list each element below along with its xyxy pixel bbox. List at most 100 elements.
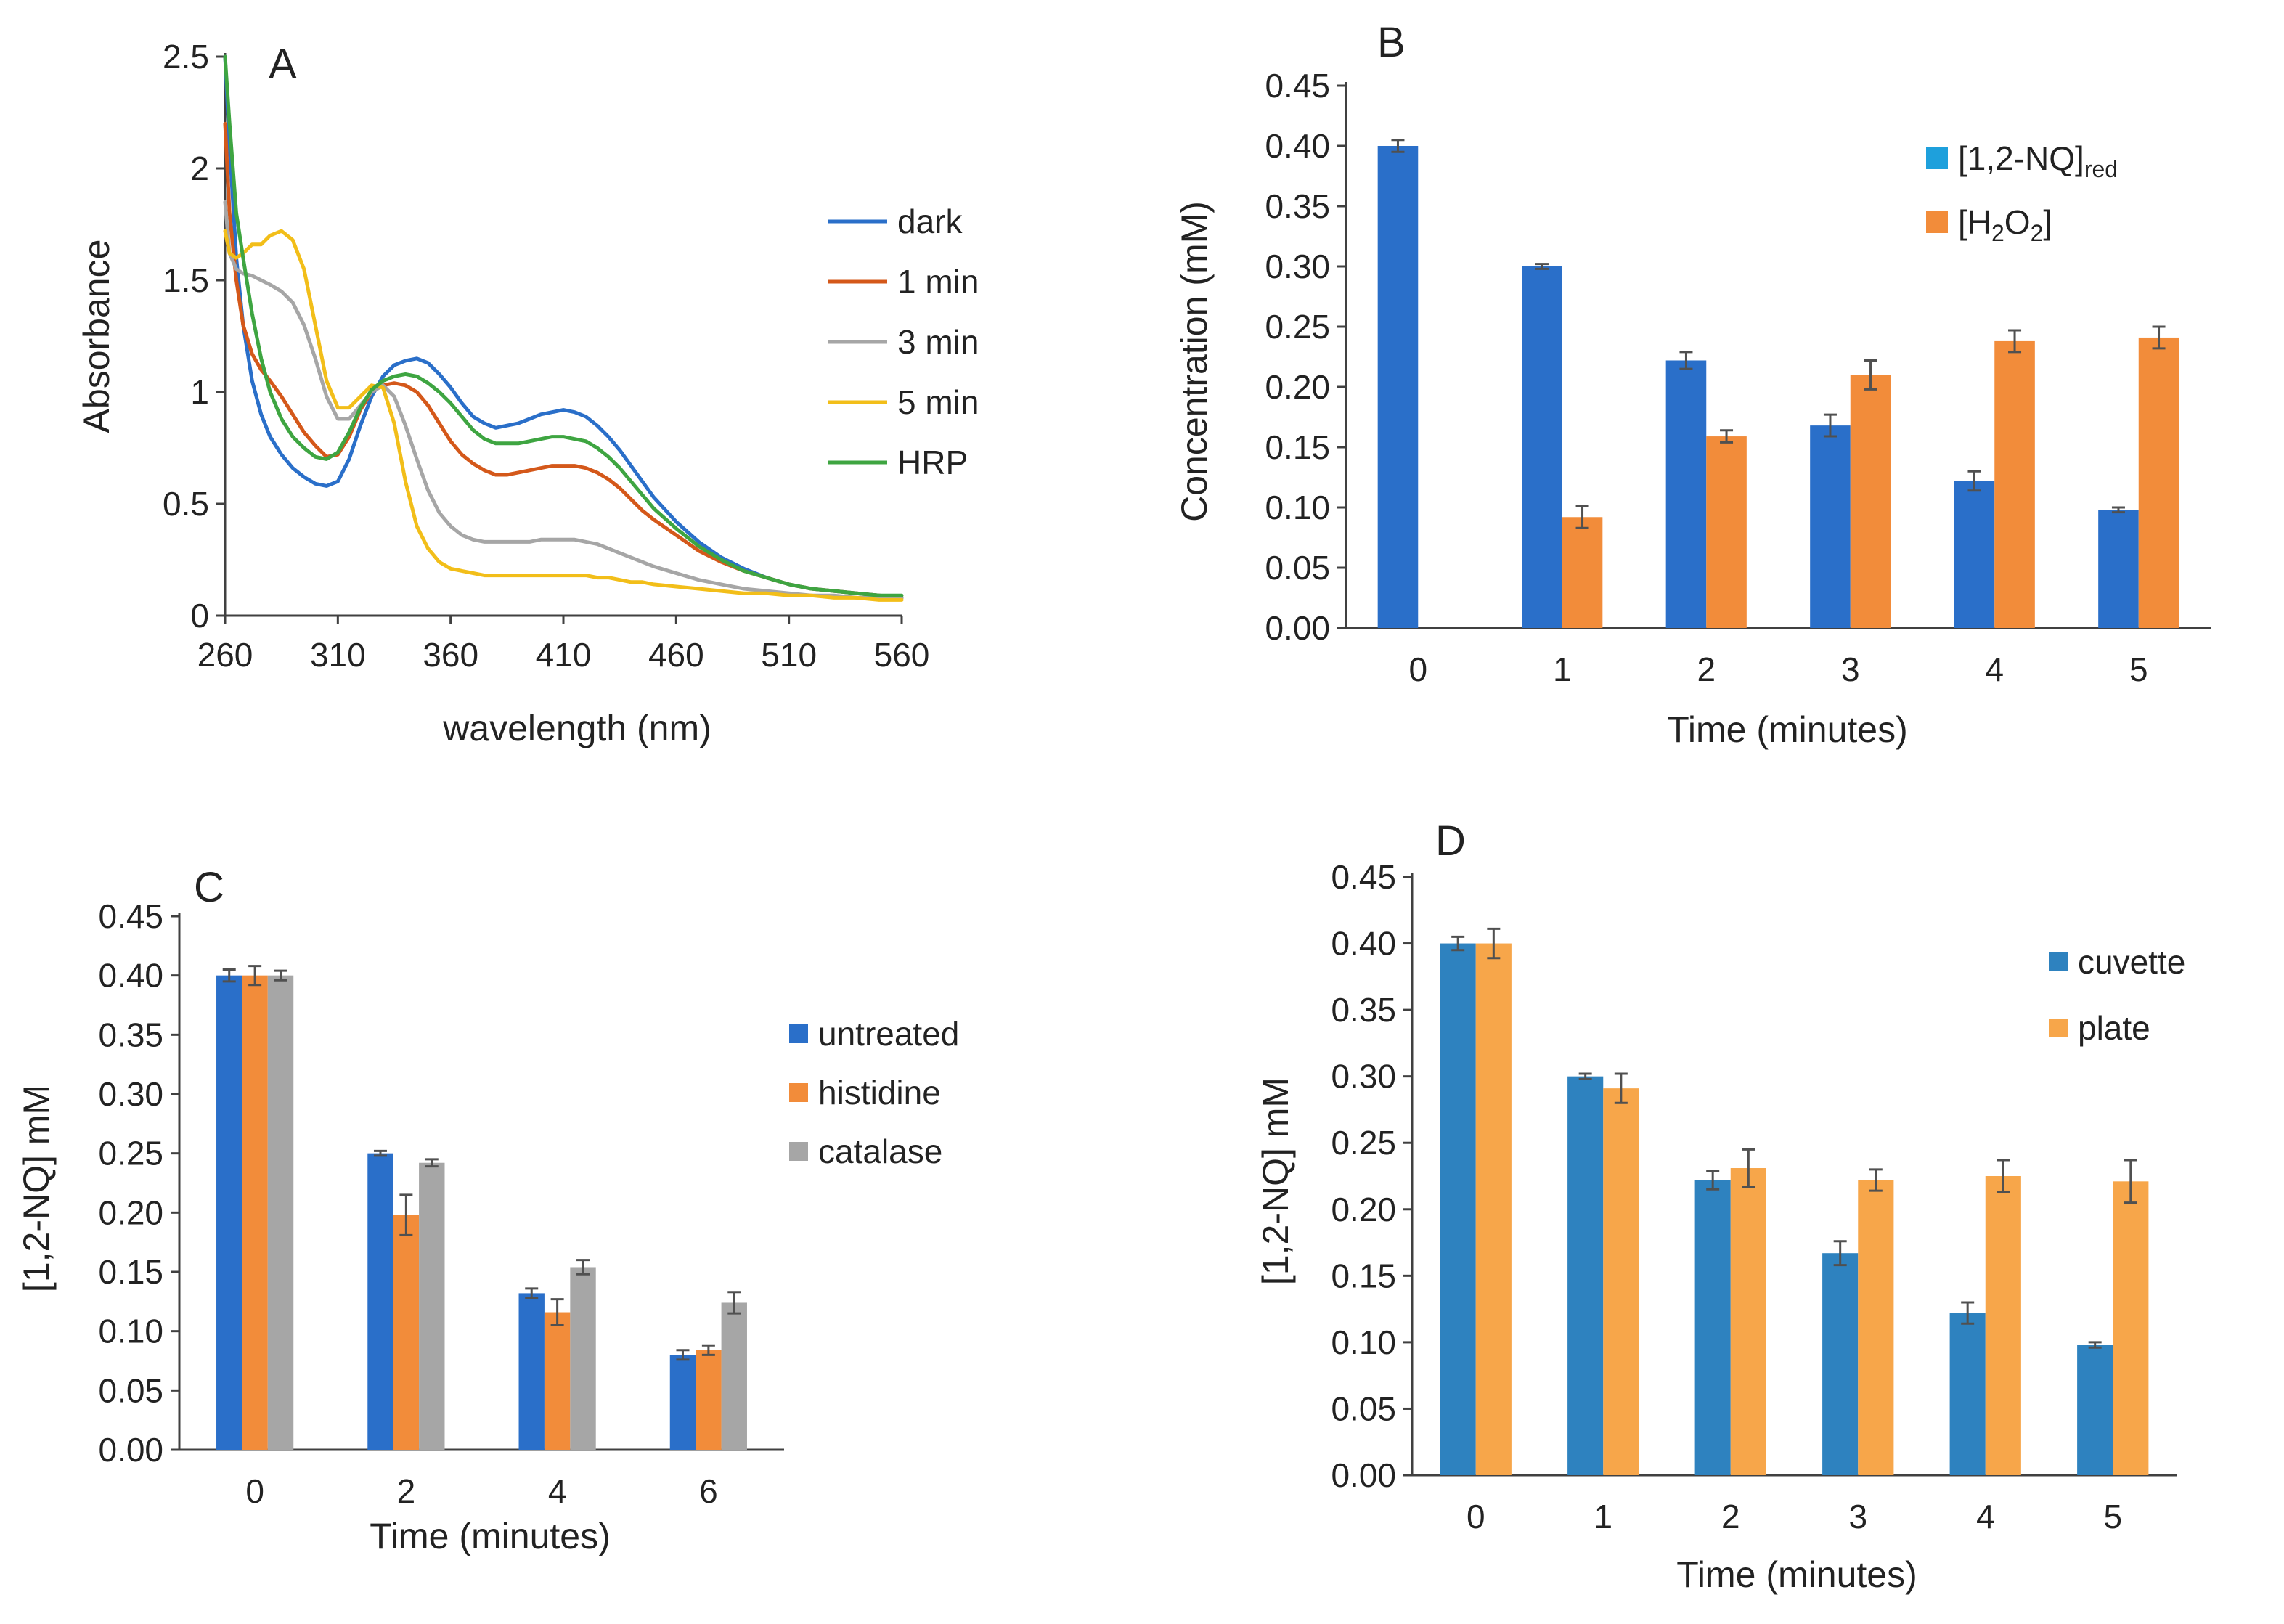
y-tick-label: 1.5 [163, 261, 209, 299]
y-tick-label: 0.45 [1265, 67, 1330, 105]
y-tick-label: 0.05 [1265, 549, 1330, 587]
legend-main: [1,2-NQ] [1958, 139, 2084, 177]
y-tick-label: 0.25 [1331, 1124, 1396, 1162]
legend-label: HRP [897, 444, 968, 481]
y-tick-label: 0.10 [98, 1313, 163, 1350]
y-tick-label: 0.00 [1331, 1456, 1396, 1494]
y-axis-title: Absorbance [76, 240, 117, 433]
x-tick-label: 0 [245, 1472, 264, 1510]
x-tick-label: 460 [648, 636, 704, 674]
bar-cuvette [1949, 1313, 1986, 1475]
y-tick-label: 1 [190, 373, 209, 411]
x-tick-label: 3 [1841, 650, 1860, 688]
y-tick-label: 0.25 [98, 1135, 163, 1172]
legend-swatch [789, 1142, 808, 1161]
legend-label: 5 min [897, 383, 979, 421]
legend-swatch [2049, 952, 2068, 971]
y-tick-label: 0.45 [98, 897, 163, 935]
bar-histidine [696, 1350, 722, 1450]
legend-label: [1,2-NQ]red [1958, 139, 2118, 182]
x-tick-label: 4 [1985, 650, 2004, 688]
legend-tail: ] [2043, 203, 2052, 241]
x-tick-label: 410 [536, 636, 592, 674]
y-tick-label: 0.30 [1265, 248, 1330, 285]
bar-catalase [267, 975, 294, 1450]
y-tick-label: 0.00 [1265, 609, 1330, 647]
x-tick-label: 3 [1848, 1498, 1867, 1535]
y-tick-label: 0.30 [98, 1075, 163, 1113]
y-tick-label: 0.10 [1265, 489, 1330, 526]
bar--h2o2- [2138, 337, 2179, 628]
bar-plate [1985, 1176, 2021, 1475]
series-line-dark [223, 54, 904, 600]
y-tick-label: 0.00 [98, 1431, 163, 1469]
x-tick-label: 6 [699, 1472, 718, 1510]
bar-untreated [367, 1153, 393, 1450]
bar-cuvette [1694, 1180, 1731, 1475]
bar-histidine [544, 1312, 571, 1450]
bar-plate [1858, 1180, 1894, 1475]
bar-untreated [669, 1355, 696, 1450]
x-tick-label: 2 [397, 1472, 416, 1510]
panel-letter: A [269, 41, 297, 88]
y-tick-label: 0 [190, 597, 209, 634]
panel-letter: D [1435, 817, 1466, 865]
panel-d: 0.00 0.05 0.10 0.15 0.20 0.25 0.30 0.35 0.40 0.45… [1255, 817, 2185, 1595]
legend-label: histidine [818, 1074, 941, 1111]
legend-swatch [2049, 1019, 2068, 1037]
bar-cuvette [1440, 943, 1476, 1475]
legend-label: plate [2078, 1009, 2150, 1047]
x-tick-label: 260 [197, 636, 253, 674]
legend-label: untreated [818, 1015, 959, 1053]
bar-histidine [393, 1215, 420, 1450]
y-tick-label: 0.05 [98, 1371, 163, 1409]
legend-swatch [789, 1083, 808, 1102]
y-tick-label: 0.5 [163, 485, 209, 523]
legend-label: [H2O2] [1958, 203, 2052, 246]
y-tick-label: 0.15 [98, 1253, 163, 1291]
y-tick-label: 0.05 [1331, 1390, 1396, 1427]
bar-catalase [419, 1162, 445, 1450]
bar-plate [1730, 1168, 1766, 1475]
bar-untreated [216, 975, 242, 1450]
bar--h2o2- [1706, 436, 1747, 628]
bar-cuvette [1822, 1253, 1859, 1475]
y-tick-label: 0.20 [1331, 1191, 1396, 1228]
y-tick-label: 0.40 [1265, 127, 1330, 165]
x-tick-label: 310 [310, 636, 366, 674]
y-tick-label: 2.5 [163, 38, 209, 76]
x-tick-label: 510 [761, 636, 817, 674]
x-tick-label: 1 [1553, 650, 1572, 688]
bar-plate [2113, 1181, 2149, 1475]
legend-main: [H [1958, 203, 1991, 241]
y-tick-label: 0.20 [1265, 368, 1330, 406]
y-tick-label: 0.35 [1331, 991, 1396, 1029]
y-tick-label: 0.35 [98, 1016, 163, 1053]
bar-catalase [721, 1302, 747, 1450]
legend-subscript: 2 [2031, 220, 2044, 246]
series-line-5-min [223, 229, 904, 602]
x-axis-title: Time (minutes) [1676, 1554, 1917, 1595]
legend-label: dark [897, 203, 963, 240]
y-tick-label: 0.45 [1331, 858, 1396, 896]
y-tick-label: 0.40 [1331, 925, 1396, 963]
y-tick-label: 0.30 [1331, 1058, 1396, 1095]
x-tick-label: 5 [2103, 1498, 2122, 1535]
legend-swatch [1926, 147, 1948, 169]
x-tick-label: 4 [548, 1472, 567, 1510]
x-axis-title: Time (minutes) [370, 1516, 611, 1556]
y-axis-title: [1,2-NQ] mM [1255, 1077, 1296, 1285]
y-tick-label: 0.35 [1265, 187, 1330, 225]
bar-cuvette [2077, 1345, 2113, 1475]
legend-swatch [789, 1024, 808, 1043]
bar--1-2-nq-red [2098, 510, 2139, 628]
bar--1-2-nq-red [1665, 360, 1707, 628]
bar--1-2-nq-red [1522, 266, 1562, 628]
series-line-3-min [223, 200, 904, 600]
legend-mid: O [2004, 203, 2031, 241]
y-axis-title: [1,2-NQ] mM [16, 1085, 57, 1292]
bar-untreated [518, 1293, 545, 1450]
bar-plate [1475, 943, 1512, 1475]
x-tick-label: 2 [1721, 1498, 1740, 1535]
